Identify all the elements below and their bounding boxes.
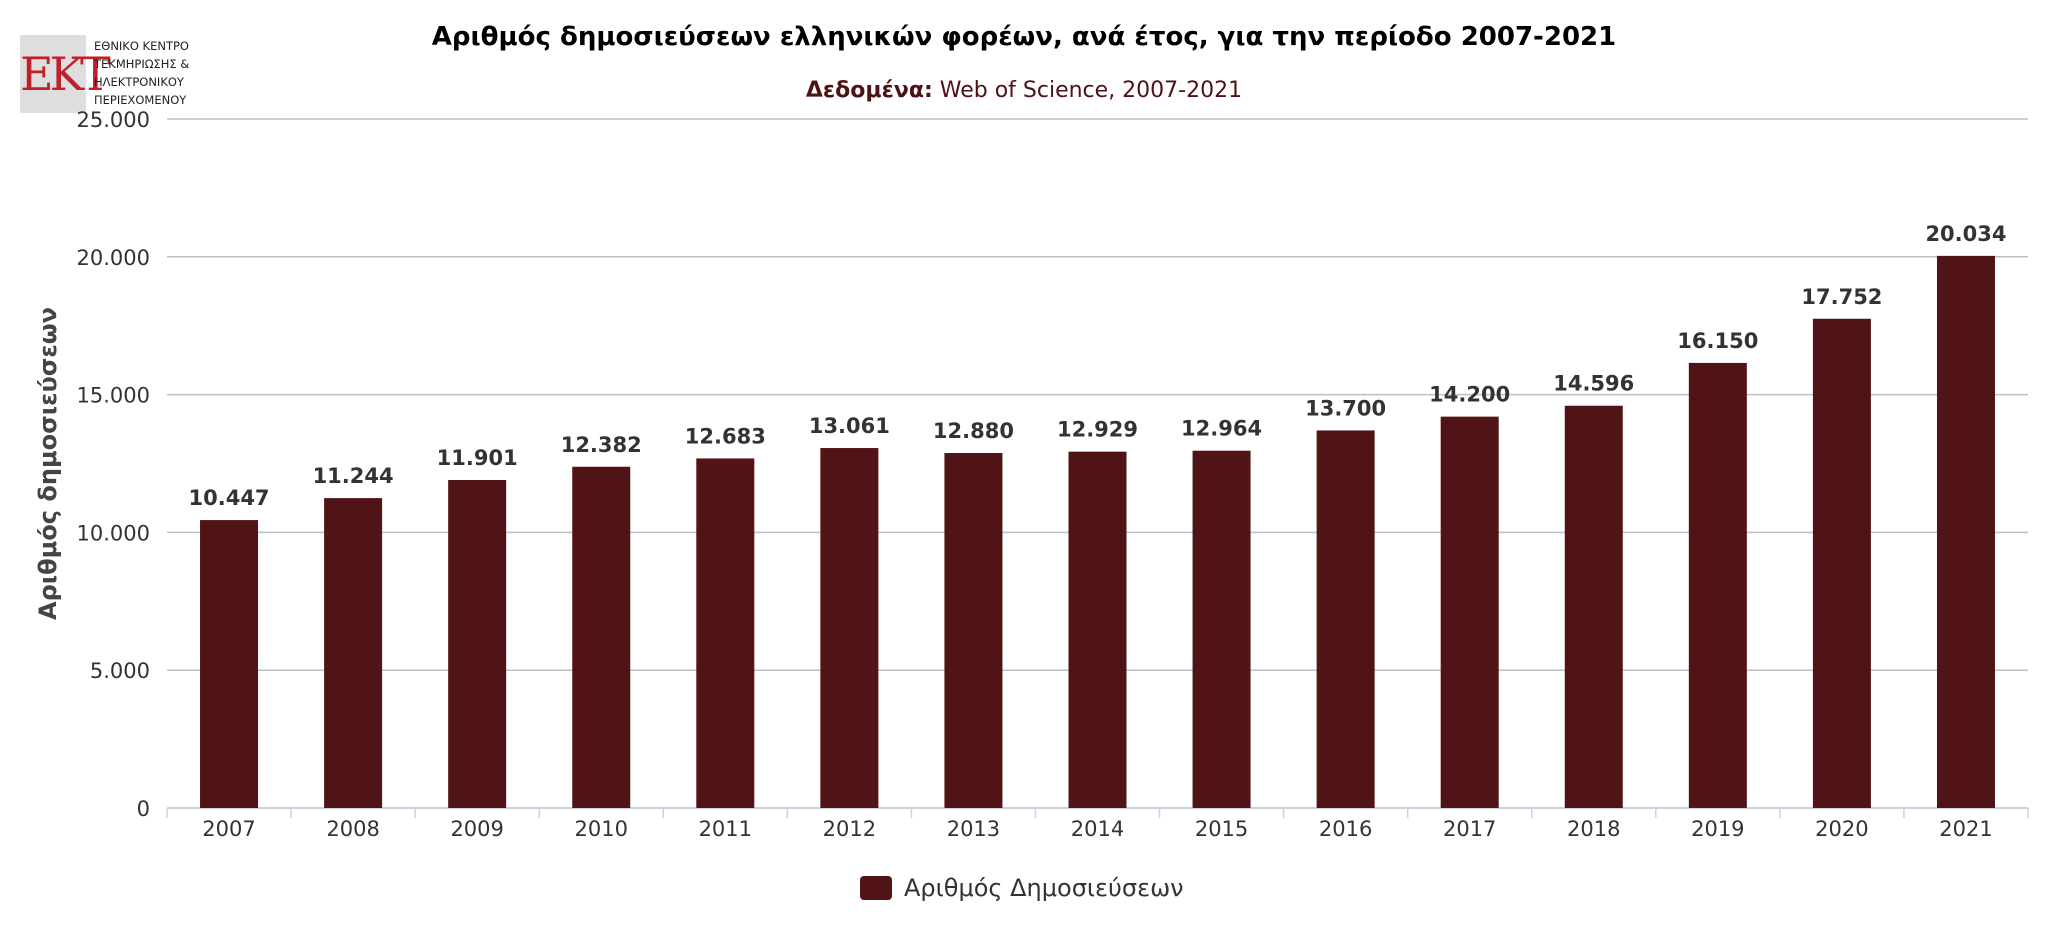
data-label: 20.034	[1925, 222, 2006, 246]
logo-line: ΠΕΡΙΕΧΟΜΕΝΟΥ	[94, 93, 187, 107]
x-tick-label: 2010	[575, 817, 628, 841]
bar[interactable]	[944, 453, 1003, 808]
data-label: 10.447	[189, 486, 270, 510]
x-tick-label: 2019	[1691, 817, 1744, 841]
y-tick-label: 10.000	[77, 521, 150, 545]
x-tick-label: 2012	[823, 817, 876, 841]
data-label: 13.061	[809, 414, 890, 438]
bar[interactable]	[572, 466, 631, 808]
bar[interactable]	[324, 498, 383, 808]
y-tick-label: 5.000	[90, 659, 150, 683]
chart-subtitle: Δεδομένα: Web of Science, 2007-2021	[0, 78, 2048, 103]
bar[interactable]	[1316, 430, 1375, 808]
ekt-logo: ΕΚΤ ΕΘΝΙΚΟ ΚΕΝΤΡΟ ΤΕΚΜΗΡΙΩΣΗΣ & ΗΛΕΚΤΡΟΝ…	[20, 33, 220, 113]
y-tick-label: 0	[137, 797, 150, 821]
logo-line: ΗΛΕΚΤΡΟΝΙΚΟΥ	[94, 75, 184, 89]
subtitle-text: Web of Science, 2007-2021	[939, 78, 1243, 103]
x-tick-label: 2015	[1195, 817, 1248, 841]
data-label: 12.880	[933, 419, 1014, 443]
x-tick-label: 2020	[1815, 817, 1868, 841]
logo-line: ΕΘΝΙΚΟ ΚΕΝΤΡΟ	[94, 39, 189, 53]
x-tick-label: 2007	[202, 817, 255, 841]
bar[interactable]	[1440, 416, 1499, 808]
bar[interactable]	[1936, 255, 1995, 808]
bar[interactable]	[1068, 451, 1127, 808]
x-tick-label: 2013	[947, 817, 1000, 841]
x-tick-label: 2021	[1939, 817, 1992, 841]
data-label: 12.683	[685, 424, 766, 448]
bar[interactable]	[1564, 405, 1623, 808]
data-label: 16.150	[1677, 329, 1758, 353]
data-label: 12.929	[1057, 418, 1138, 442]
bar[interactable]	[696, 458, 755, 808]
data-label: 13.700	[1305, 396, 1386, 420]
bar[interactable]	[1688, 362, 1747, 808]
y-tick-label: 20.000	[77, 246, 150, 270]
y-tick-label: 25.000	[77, 108, 150, 132]
data-label: 11.244	[313, 464, 394, 488]
bar[interactable]	[1192, 450, 1251, 808]
x-tick-label: 2011	[699, 817, 752, 841]
x-tick-label: 2017	[1443, 817, 1496, 841]
x-tick-label: 2016	[1319, 817, 1372, 841]
data-label: 12.964	[1181, 417, 1262, 441]
data-label: 14.200	[1429, 383, 1510, 407]
x-tick-label: 2008	[326, 817, 379, 841]
bar[interactable]	[1812, 318, 1871, 808]
chart-title: Αριθμός δημοσιεύσεων ελληνικών φορέων, α…	[431, 22, 1617, 52]
data-label: 14.596	[1553, 372, 1634, 396]
x-tick-label: 2014	[1071, 817, 1124, 841]
x-tick-label: 2009	[450, 817, 503, 841]
subtitle-label: Δεδομένα:	[805, 78, 933, 103]
chart-legend[interactable]: Αριθμός Δημοσιεύσεων	[860, 873, 1184, 903]
y-tick-label: 15.000	[77, 384, 150, 408]
logo-line: ΤΕΚΜΗΡΙΩΣΗΣ &	[94, 57, 190, 71]
bar[interactable]	[820, 448, 879, 808]
legend-swatch	[860, 876, 892, 900]
data-label: 12.382	[561, 433, 642, 457]
y-axis-title: Αριθμός δημοσιεύσεων	[34, 307, 62, 620]
ekt-logo-text: ΕΘΝΙΚΟ ΚΕΝΤΡΟ ΤΕΚΜΗΡΙΩΣΗΣ & ΗΛΕΚΤΡΟΝΙΚΟΥ…	[94, 37, 189, 109]
x-tick-label: 2018	[1567, 817, 1620, 841]
bar[interactable]	[448, 480, 507, 808]
bar[interactable]	[200, 520, 259, 808]
data-label: 17.752	[1801, 285, 1882, 309]
legend-label: Αριθμός Δημοσιεύσεων	[904, 874, 1184, 902]
data-label: 11.901	[437, 446, 518, 470]
